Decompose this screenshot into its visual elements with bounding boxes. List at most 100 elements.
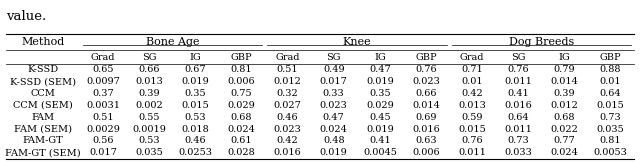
Text: 0.014: 0.014	[550, 77, 579, 86]
Text: IG: IG	[374, 53, 386, 62]
Text: 0.019: 0.019	[366, 125, 394, 134]
Text: 0.68: 0.68	[230, 113, 252, 122]
Text: Grad: Grad	[91, 53, 115, 62]
Text: GBP: GBP	[415, 53, 437, 62]
Text: 0.023: 0.023	[320, 101, 348, 110]
Text: 0.76: 0.76	[415, 65, 437, 74]
Text: SG: SG	[511, 53, 525, 62]
Text: 0.0053: 0.0053	[593, 148, 627, 157]
Text: 0.013: 0.013	[135, 77, 163, 86]
Text: 0.41: 0.41	[369, 136, 391, 145]
Text: 0.01: 0.01	[600, 77, 621, 86]
Text: 0.023: 0.023	[412, 77, 440, 86]
Text: CCM (SEM): CCM (SEM)	[13, 101, 73, 110]
Text: Method: Method	[22, 37, 65, 47]
Text: 0.65: 0.65	[92, 65, 114, 74]
Text: 0.017: 0.017	[320, 77, 348, 86]
Text: SG: SG	[142, 53, 156, 62]
Text: 0.76: 0.76	[461, 136, 483, 145]
Text: K-SSD: K-SSD	[28, 65, 59, 74]
Text: 0.035: 0.035	[135, 148, 163, 157]
Text: 0.42: 0.42	[461, 89, 483, 98]
Text: 0.006: 0.006	[412, 148, 440, 157]
Text: 0.42: 0.42	[276, 136, 298, 145]
Text: 0.53: 0.53	[138, 136, 160, 145]
Text: CCM: CCM	[31, 89, 56, 98]
Text: 0.35: 0.35	[184, 89, 206, 98]
Text: 0.028: 0.028	[228, 148, 255, 157]
Text: 0.0097: 0.0097	[86, 77, 120, 86]
Text: 0.035: 0.035	[596, 125, 625, 134]
Text: 0.59: 0.59	[461, 113, 483, 122]
Text: 0.011: 0.011	[458, 148, 486, 157]
Text: 0.49: 0.49	[323, 65, 344, 74]
Text: 0.71: 0.71	[461, 65, 483, 74]
Text: 0.0031: 0.0031	[86, 101, 120, 110]
Text: 0.006: 0.006	[228, 77, 255, 86]
Text: 0.018: 0.018	[182, 125, 209, 134]
Text: 0.55: 0.55	[138, 113, 160, 122]
Text: 0.77: 0.77	[554, 136, 575, 145]
Text: 0.0045: 0.0045	[363, 148, 397, 157]
Text: 0.46: 0.46	[184, 136, 206, 145]
Text: 0.51: 0.51	[276, 65, 298, 74]
Text: 0.024: 0.024	[550, 148, 579, 157]
Text: 0.47: 0.47	[369, 65, 391, 74]
Text: 0.73: 0.73	[508, 136, 529, 145]
Text: 0.37: 0.37	[92, 89, 114, 98]
Text: 0.011: 0.011	[504, 77, 532, 86]
Text: 0.64: 0.64	[508, 113, 529, 122]
Text: Grad: Grad	[275, 53, 300, 62]
Text: 0.68: 0.68	[554, 113, 575, 122]
Text: 0.013: 0.013	[458, 101, 486, 110]
Text: 0.011: 0.011	[504, 125, 532, 134]
Text: 0.41: 0.41	[508, 89, 529, 98]
Text: 0.79: 0.79	[554, 65, 575, 74]
Text: 0.033: 0.033	[504, 148, 532, 157]
Text: K-SSD (SEM): K-SSD (SEM)	[10, 77, 76, 86]
Text: 0.39: 0.39	[138, 89, 160, 98]
Text: IG: IG	[189, 53, 201, 62]
Text: 0.33: 0.33	[323, 89, 344, 98]
Text: 0.66: 0.66	[415, 89, 436, 98]
Text: 0.35: 0.35	[369, 89, 390, 98]
Text: 0.66: 0.66	[138, 65, 160, 74]
Text: 0.45: 0.45	[369, 113, 390, 122]
Text: value.: value.	[6, 10, 47, 23]
Text: 0.029: 0.029	[366, 101, 394, 110]
Text: 0.016: 0.016	[274, 148, 301, 157]
Text: 0.81: 0.81	[600, 136, 621, 145]
Text: 0.0029: 0.0029	[86, 125, 120, 134]
Text: 0.027: 0.027	[274, 101, 301, 110]
Text: 0.46: 0.46	[276, 113, 298, 122]
Text: 0.88: 0.88	[600, 65, 621, 74]
Text: 0.47: 0.47	[323, 113, 344, 122]
Text: 0.01: 0.01	[461, 77, 483, 86]
Text: 0.61: 0.61	[230, 136, 252, 145]
Text: 0.024: 0.024	[320, 125, 348, 134]
Text: 0.69: 0.69	[415, 113, 436, 122]
Text: 0.39: 0.39	[554, 89, 575, 98]
Text: IG: IG	[559, 53, 570, 62]
Text: 0.017: 0.017	[89, 148, 117, 157]
Text: 0.81: 0.81	[230, 65, 252, 74]
Text: 0.024: 0.024	[228, 125, 255, 134]
Text: 0.016: 0.016	[412, 125, 440, 134]
Text: 0.019: 0.019	[182, 77, 209, 86]
Text: Bone Age: Bone Age	[145, 37, 199, 47]
Text: SG: SG	[326, 53, 341, 62]
Text: 0.56: 0.56	[92, 136, 114, 145]
Text: 0.32: 0.32	[276, 89, 298, 98]
Text: 0.48: 0.48	[323, 136, 344, 145]
Text: FAM-GT: FAM-GT	[23, 136, 63, 145]
Text: 0.0019: 0.0019	[132, 125, 166, 134]
Text: 0.73: 0.73	[600, 113, 621, 122]
Text: 0.022: 0.022	[550, 125, 579, 134]
Text: 0.75: 0.75	[230, 89, 252, 98]
Text: 0.023: 0.023	[274, 125, 301, 134]
Text: 0.67: 0.67	[184, 65, 206, 74]
Text: FAM (SEM): FAM (SEM)	[14, 125, 72, 134]
Text: Dog Breeds: Dog Breeds	[509, 37, 574, 47]
Text: 0.0253: 0.0253	[179, 148, 212, 157]
Text: 0.002: 0.002	[135, 101, 163, 110]
